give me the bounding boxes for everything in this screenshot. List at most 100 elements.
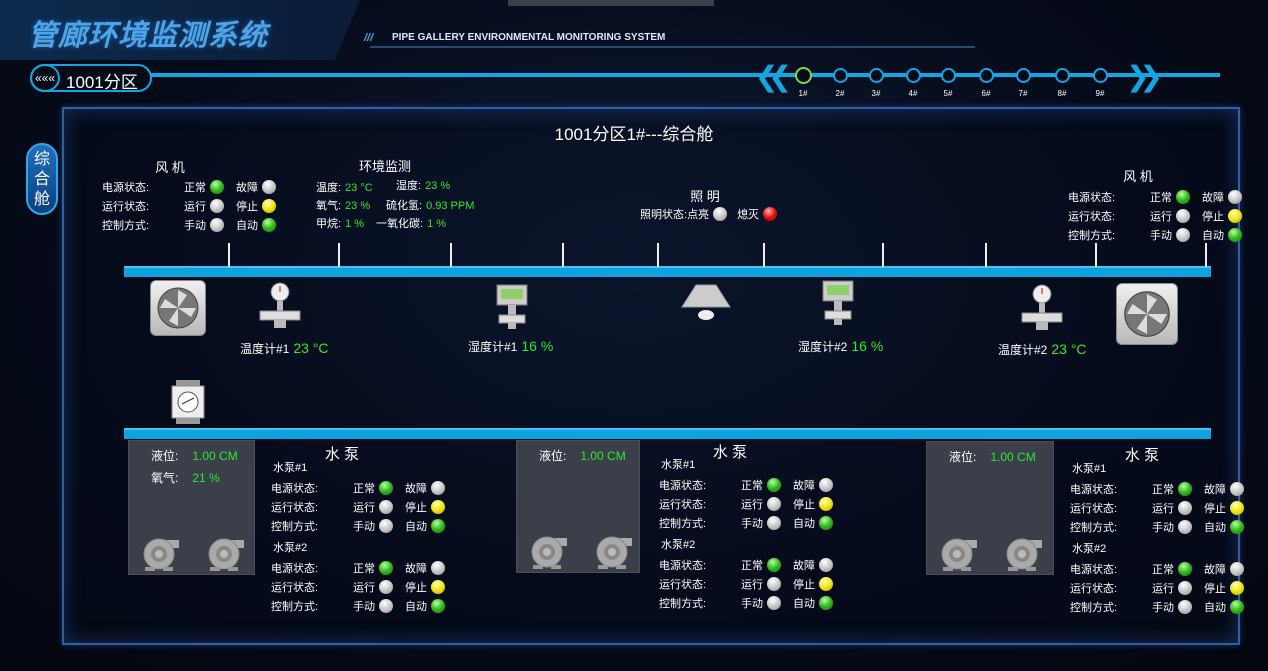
status-b-label: 故障 bbox=[1204, 563, 1226, 576]
env-item: 甲烷: 1 % bbox=[316, 215, 364, 231]
status-a-label: 手动 bbox=[184, 219, 206, 232]
status-a-label: 手动 bbox=[353, 520, 375, 533]
pump-blower-icon[interactable] bbox=[939, 536, 977, 571]
status-label: 控制方式: bbox=[1070, 601, 1118, 614]
pump-blower-icon[interactable] bbox=[529, 534, 567, 569]
lighting-off-label: 熄灭 bbox=[737, 208, 760, 221]
status-row: 电源状态: 正常 故障 bbox=[1068, 187, 1246, 206]
status-light-icon bbox=[1178, 481, 1192, 496]
status-light-icon bbox=[819, 557, 833, 572]
station-9-button[interactable] bbox=[1092, 67, 1108, 83]
pump-blower-icon[interactable] bbox=[141, 536, 179, 571]
station-2-button[interactable] bbox=[832, 67, 848, 83]
station-3-button[interactable] bbox=[868, 67, 884, 83]
status-label: 控制方式: bbox=[271, 600, 319, 613]
status-light-icon bbox=[1228, 189, 1242, 204]
prev-station-icon[interactable]: ❮❮ bbox=[755, 61, 792, 92]
status-light-icon bbox=[1228, 208, 1242, 223]
status-a-label: 运行 bbox=[1150, 210, 1172, 223]
station-5-button[interactable] bbox=[940, 67, 956, 83]
status-label: 运行状态: bbox=[271, 501, 319, 514]
status-light-icon bbox=[1178, 519, 1192, 534]
status-light-icon bbox=[1230, 519, 1244, 534]
status-light-icon bbox=[819, 576, 833, 591]
hygrometer-2-icon[interactable] bbox=[821, 279, 855, 332]
status-label: 运行状态: bbox=[102, 200, 150, 213]
tab-zonghe-cang[interactable]: 综合舱 bbox=[26, 143, 58, 215]
thermometer-2-icon[interactable] bbox=[1020, 284, 1064, 337]
status-row: 运行状态: 运行 停止 bbox=[1068, 206, 1246, 225]
status-row: 电源状态: 正常 故障 bbox=[659, 475, 837, 494]
status-light-icon bbox=[262, 198, 276, 213]
status-light-icon bbox=[1228, 227, 1242, 242]
status-label: 电源状态: bbox=[1070, 563, 1118, 576]
status-label: 电源状态: bbox=[271, 482, 319, 495]
pump-blower-icon[interactable] bbox=[206, 536, 244, 571]
status-a-label: 手动 bbox=[353, 600, 375, 613]
status-a-label: 正常 bbox=[741, 559, 763, 572]
station-4-button[interactable] bbox=[905, 67, 921, 83]
pump-status: 电源状态: 正常 故障 运行状态: 运行 停止 控制方式: 手动 自动 bbox=[1070, 559, 1248, 616]
env-value: 1 % bbox=[345, 218, 365, 230]
stripes-decoration: /// bbox=[364, 32, 374, 44]
status-row: 运行状态: 运行 停止 bbox=[659, 574, 837, 593]
status-a-label: 手动 bbox=[741, 517, 763, 530]
status-a-label: 运行 bbox=[1152, 502, 1174, 515]
pipe-tick bbox=[450, 243, 452, 267]
status-light-icon bbox=[767, 496, 781, 511]
status-row: 电源状态: 正常 故障 bbox=[1070, 479, 1248, 498]
pump-group-title: 水 泵 bbox=[1124, 447, 1160, 464]
status-b-label: 故障 bbox=[793, 559, 815, 572]
app-subtitle: PIPE GALLERY ENVIRONMENTAL MONITORING SY… bbox=[392, 32, 666, 43]
status-light-icon bbox=[819, 515, 833, 530]
fan-right-icon[interactable] bbox=[1116, 283, 1178, 345]
station-6-button[interactable] bbox=[978, 67, 994, 83]
status-light-icon bbox=[262, 217, 276, 232]
env-value: 1 % bbox=[427, 218, 447, 230]
status-b-label: 故障 bbox=[236, 181, 258, 194]
tank-value: 1.00 CM bbox=[580, 449, 626, 463]
status-b-label: 自动 bbox=[1204, 521, 1226, 534]
station-8-button[interactable] bbox=[1054, 67, 1070, 83]
status-light-icon bbox=[379, 480, 393, 495]
fan-left-icon[interactable] bbox=[150, 280, 206, 336]
status-light-icon bbox=[431, 579, 445, 594]
flow-meter-icon[interactable] bbox=[170, 380, 206, 431]
station-1-button[interactable] bbox=[794, 66, 812, 84]
status-light-icon bbox=[1178, 500, 1192, 515]
pump-status: 电源状态: 正常 故障 运行状态: 运行 停止 控制方式: 手动 自动 bbox=[659, 475, 837, 532]
tank-reading: 氧气: 21 % bbox=[151, 469, 220, 486]
status-light-icon bbox=[767, 557, 781, 572]
pump-blower-icon[interactable] bbox=[594, 534, 632, 569]
tank-value: 21 % bbox=[192, 471, 220, 485]
env-item: 硫化氢: 0.93 PPM bbox=[386, 197, 474, 213]
nav-line bbox=[150, 73, 1220, 77]
status-a-label: 正常 bbox=[353, 482, 375, 495]
status-b-label: 自动 bbox=[1202, 229, 1224, 242]
pump-blower-icon[interactable] bbox=[1004, 536, 1042, 571]
env-value: 0.93 PPM bbox=[426, 200, 475, 212]
env-title: 环境监测 bbox=[358, 159, 411, 174]
station-label: 6# bbox=[981, 89, 991, 98]
lamp-icon[interactable] bbox=[678, 283, 734, 328]
zone-label: 1001分区 bbox=[66, 73, 138, 92]
env-label: 温度: bbox=[316, 182, 342, 194]
status-light-icon bbox=[1176, 189, 1190, 204]
sensor-reading: 温度计#1 23 °C bbox=[240, 340, 329, 357]
pump-name: 水泵#2 bbox=[273, 542, 308, 554]
pump-name: 水泵#1 bbox=[661, 459, 696, 471]
next-station-icon[interactable]: ❯❯ bbox=[1126, 61, 1163, 92]
station-label: 8# bbox=[1057, 89, 1067, 98]
water-tank: 液位: 1.00 CM bbox=[926, 441, 1054, 575]
env-label: 甲烷: bbox=[316, 218, 342, 230]
sensor-reading: 湿度计#1 16 % bbox=[468, 338, 553, 355]
hygrometer-1-icon[interactable] bbox=[495, 283, 529, 336]
status-label: 电源状态: bbox=[1070, 483, 1118, 496]
station-7-button[interactable] bbox=[1015, 67, 1031, 83]
status-a-label: 运行 bbox=[353, 501, 375, 514]
back-chevrons-icon[interactable]: ««« bbox=[30, 64, 60, 92]
pump-name: 水泵#1 bbox=[1072, 463, 1107, 475]
status-b-label: 停止 bbox=[1204, 582, 1226, 595]
thermometer-1-icon[interactable] bbox=[258, 282, 302, 335]
status-light-icon bbox=[1178, 561, 1192, 576]
